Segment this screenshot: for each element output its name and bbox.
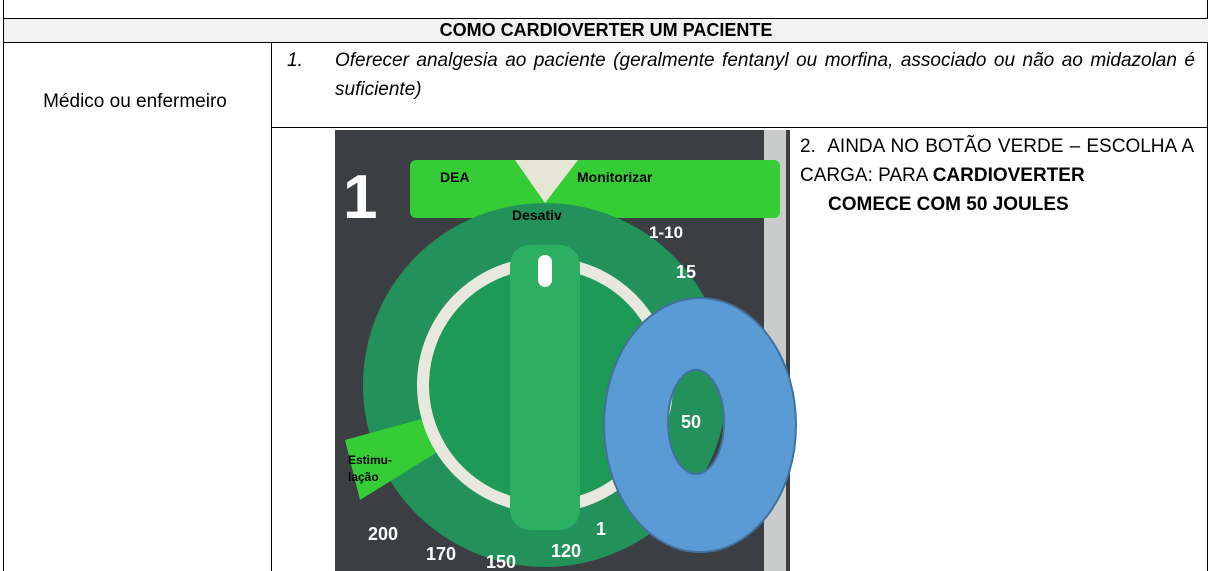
dial-label: Estimu- (348, 453, 392, 467)
dial-label: 170 (426, 544, 456, 564)
knob-indicator (538, 255, 552, 287)
border (3, 42, 1208, 43)
dial-label: lação (348, 470, 379, 484)
dial-label: 15 (676, 262, 696, 282)
border (271, 42, 272, 571)
dial-label: 150 (486, 552, 516, 571)
step-instruction: COMECE COM 50 JOULES (828, 194, 1069, 215)
dial-label: 50 (681, 412, 701, 432)
step-emphasis: CARDIOVERTER (932, 165, 1085, 186)
dial-label: 200 (368, 524, 398, 544)
role-cell: Médico ou enfermeiro (43, 91, 227, 112)
off-wedge (515, 160, 578, 203)
step-text: AINDA NO BOTÃO VERDE – ESCOLHA A CARGA: … (800, 136, 1194, 186)
table-header: COMO CARDIOVERTER UM PACIENTE (4, 19, 1208, 42)
mode-band (410, 160, 780, 218)
border (3, 18, 1208, 19)
dial-label: Monitorizar (577, 169, 653, 185)
step-number: 2. (800, 136, 816, 157)
dial-label: 120 (551, 541, 581, 561)
step-text: Oferecer analgesia ao paciente (geralmen… (335, 50, 1195, 100)
border (271, 127, 1208, 128)
border (3, 0, 4, 571)
dial-label: 1-10 (649, 223, 683, 242)
border (1207, 0, 1208, 571)
step-number: 1. (287, 50, 303, 71)
highlight-ring (602, 297, 798, 553)
step: 1. Oferecer analgesia ao paciente (geral… (287, 46, 1195, 104)
step-paragraph: 2. AINDA NO BOTÃO VERDE – ESCOLHA A CARG… (800, 132, 1194, 190)
dial-label: Desativ (512, 207, 562, 223)
dial-number: 1 (343, 163, 377, 232)
dial-label: DEA (440, 169, 470, 185)
knob-grip (510, 245, 580, 530)
step: 2. AINDA NO BOTÃO VERDE – ESCOLHA A CARG… (800, 132, 1194, 219)
dial-label: 1 (596, 519, 606, 539)
